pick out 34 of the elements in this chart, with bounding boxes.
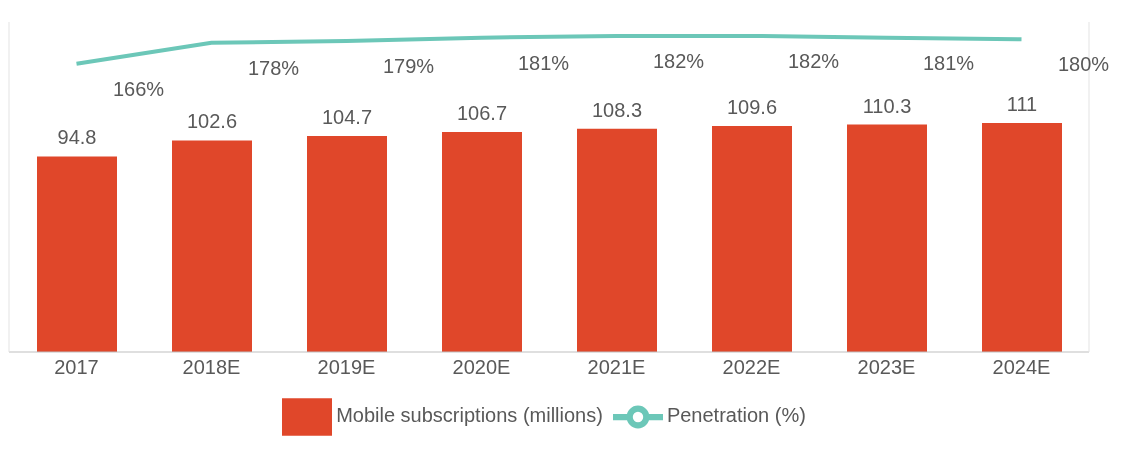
data-label: 166% bbox=[112, 77, 165, 100]
data-label: 182% bbox=[787, 49, 840, 72]
data-label: 94.8 bbox=[57, 126, 97, 149]
bar bbox=[442, 131, 522, 352]
data-label: 181% bbox=[922, 51, 975, 74]
legend-label: Penetration (%) bbox=[666, 404, 806, 427]
legend-label: Mobile subscriptions (millions) bbox=[336, 404, 603, 427]
x-tick-label: 2018E bbox=[182, 356, 241, 379]
bar bbox=[307, 136, 387, 352]
data-label: 181% bbox=[517, 51, 570, 74]
bar bbox=[172, 140, 252, 352]
data-label: 180% bbox=[1057, 53, 1110, 76]
x-tick-label: 2023E bbox=[857, 356, 916, 379]
bar bbox=[37, 156, 117, 352]
data-label: 182% bbox=[652, 49, 705, 72]
x-tick-label: 2017 bbox=[54, 356, 99, 379]
data-label: 108.3 bbox=[591, 98, 643, 121]
bar bbox=[577, 128, 657, 352]
data-label: 110.3 bbox=[862, 94, 912, 117]
data-label: 109.6 bbox=[726, 95, 778, 118]
data-label: 102.6 bbox=[186, 110, 238, 133]
data-label: 106.7 bbox=[456, 101, 508, 124]
data-label: 104.7 bbox=[321, 106, 373, 129]
bar bbox=[982, 123, 1062, 352]
data-label: 111 bbox=[1006, 93, 1038, 116]
data-label: 179% bbox=[382, 55, 435, 78]
x-tick-label: 2021E bbox=[587, 356, 646, 379]
x-tick-label: 2020E bbox=[452, 356, 511, 379]
x-tick-label: 2022E bbox=[722, 356, 781, 379]
data-label: 178% bbox=[247, 56, 300, 79]
bar bbox=[847, 124, 927, 352]
x-tick-label: 2024E bbox=[992, 356, 1051, 379]
x-tick-label: 2019E bbox=[317, 356, 376, 379]
bar bbox=[712, 125, 792, 352]
